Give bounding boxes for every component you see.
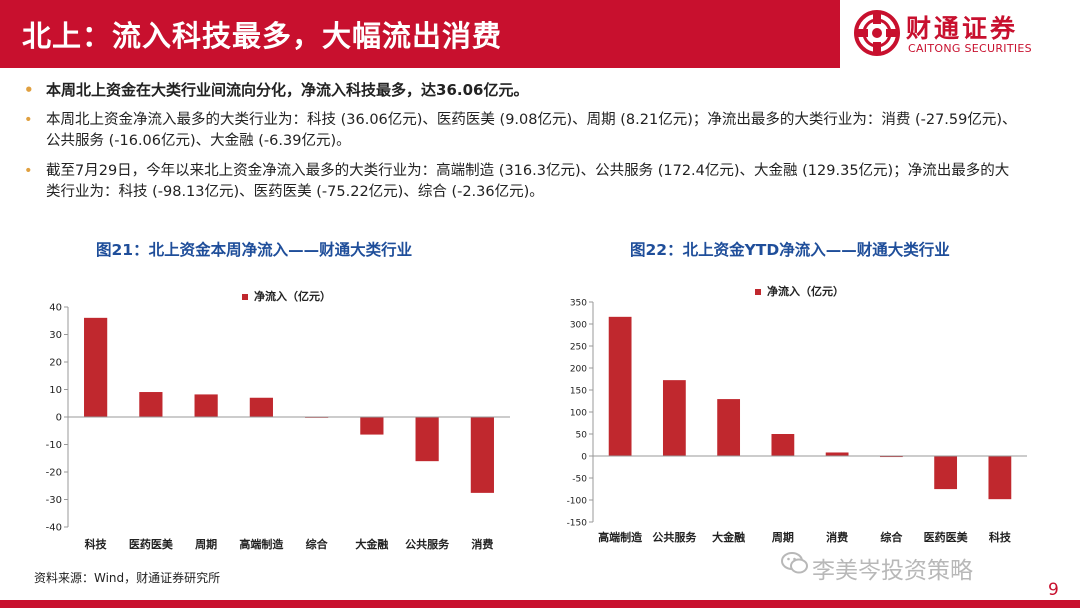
bar-7 — [988, 456, 1012, 500]
y-tick-label: 30 — [49, 330, 62, 341]
category-label: 综合 — [306, 537, 329, 551]
category-label: 高端制造 — [598, 530, 643, 544]
bullet-ytd: 截至7月29日，今年以来北上资金净流入最多的大类行业为：高端制造 (316.3亿… — [22, 161, 1022, 203]
chart-title-weekly: 图21：北上资金本周净流入——财通大类行业 — [96, 241, 413, 259]
bar-2 — [194, 394, 218, 417]
bar-3 — [771, 434, 795, 456]
weekly-bar-chart: 净流入（亿元） 40 30 20 10 0 -10 -20 -30 -40 科技 医药医美 周期 高端制造… — [46, 289, 510, 551]
category-label: 医药医美 — [924, 530, 969, 544]
bar-7 — [470, 417, 494, 493]
category-label: 大金融 — [355, 537, 388, 551]
y-tick-label: 200 — [570, 365, 587, 375]
y-tick-label: 150 — [570, 387, 587, 397]
y-tick-label: 250 — [570, 343, 587, 353]
bar-6 — [934, 456, 958, 490]
category-label: 消费 — [471, 537, 493, 551]
y-tick-label: 350 — [570, 299, 587, 309]
y-tick-label: 20 — [49, 358, 62, 369]
y-tick-label: -10 — [46, 440, 62, 451]
category-label: 科技 — [989, 530, 1012, 544]
logo-text-en: CAITONG SECURITIES — [908, 42, 1032, 55]
y-tick-label: 10 — [49, 385, 62, 396]
legend-label: 净流入（亿元） — [767, 284, 844, 298]
category-label: 高端制造 — [239, 537, 284, 551]
y-tick-label: -30 — [46, 495, 62, 506]
bullet-list: 本周北上资金在大类行业间流向分化，净流入科技最多，达36.06亿元。 本周北上资… — [22, 80, 1022, 212]
bar-2 — [717, 399, 741, 456]
y-tick-label: 50 — [576, 431, 588, 441]
legend-label: 净流入（亿元） — [254, 289, 331, 303]
header-bar: 北上：流入科技最多，大幅流出消费 财通证券 CAITONG SECURITIES — [0, 0, 1080, 68]
bar-5 — [360, 417, 384, 435]
y-tick-label: 0 — [56, 413, 62, 424]
bar-0 — [84, 317, 108, 417]
page-number: 9 — [1048, 580, 1059, 600]
y-tick-label: -100 — [567, 497, 588, 507]
legend-swatch — [755, 289, 761, 295]
chart-title-ytd: 图22：北上资金YTD净流入——财通大类行业 — [630, 241, 950, 259]
y-tick-label: 300 — [570, 321, 587, 331]
watermark-text: 李美岑投资策略 — [812, 558, 973, 584]
logo-text-cn: 财通证券 — [906, 14, 1019, 43]
category-label: 公共服务 — [405, 537, 450, 551]
y-tick-label: -150 — [567, 519, 588, 529]
y-tick-label: 0 — [581, 453, 587, 463]
ytd-bar-chart: 净流入（亿元） 350 300 250 200 150 100 50 0 -50 -100 -150 高… — [567, 284, 1027, 544]
bar-0 — [608, 316, 632, 456]
category-label: 综合 — [880, 530, 903, 544]
bar-1 — [662, 380, 686, 456]
bullet-weekly: 本周北上资金净流入最多的大类行业为：科技 (36.06亿元)、医药医美 (9.0… — [22, 110, 1022, 152]
page-title: 北上：流入科技最多，大幅流出消费 — [22, 19, 503, 53]
category-label: 大金融 — [712, 530, 745, 544]
bar-6 — [415, 417, 439, 462]
y-tick-label: -20 — [46, 468, 62, 479]
category-label: 医药医美 — [129, 537, 174, 551]
category-label: 周期 — [195, 537, 217, 551]
source-note: 资料来源：Wind，财通证券研究所 — [34, 571, 221, 585]
bullet-summary: 本周北上资金在大类行业间流向分化，净流入科技最多，达36.06亿元。 — [22, 80, 1022, 101]
company-logo: 财通证券 CAITONG SECURITIES — [840, 0, 1080, 68]
y-tick-label: 40 — [49, 303, 62, 314]
y-tick-label: 100 — [570, 409, 587, 419]
bar-3 — [249, 397, 273, 417]
category-label: 科技 — [85, 537, 108, 551]
bar-1 — [139, 392, 163, 417]
bottom-bar — [0, 600, 1080, 608]
category-label: 周期 — [772, 530, 794, 544]
y-tick-label: -50 — [572, 475, 587, 485]
category-label: 消费 — [826, 530, 848, 544]
wechat-icon — [781, 552, 808, 574]
y-tick-label: -40 — [46, 523, 62, 534]
bar-5 — [879, 456, 903, 458]
caitong-seal-icon — [854, 10, 900, 56]
category-label: 公共服务 — [652, 530, 697, 544]
legend-swatch — [242, 294, 248, 300]
bar-4 — [825, 452, 849, 456]
